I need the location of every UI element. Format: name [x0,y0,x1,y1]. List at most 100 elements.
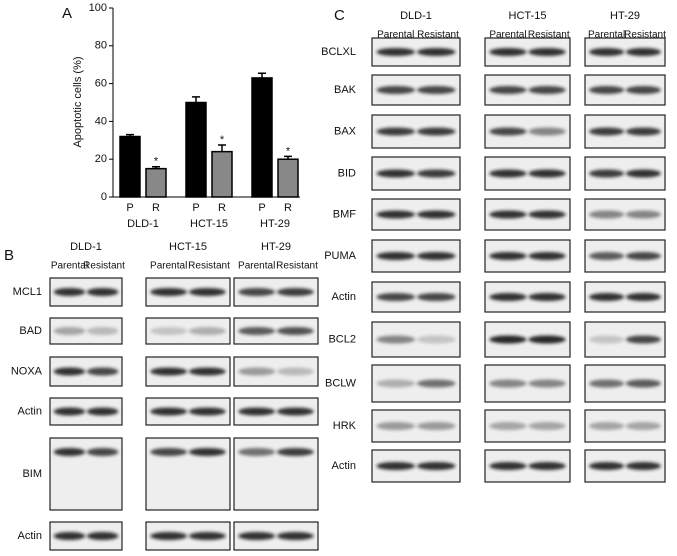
band [416,462,456,470]
error-bar [218,144,226,152]
condition-label: Resistant [276,261,318,272]
band [150,367,188,376]
band [376,252,416,260]
x-group-label: HT-29 [260,218,290,230]
band [589,252,625,260]
bar-label: P [192,202,199,214]
band [625,252,662,260]
cell-line-label: DLD-1 [400,10,432,22]
band [238,448,276,456]
significance-mark: * [220,134,225,146]
error-bar [152,166,160,169]
y-tick-label: 80 [95,40,107,52]
condition-label: Resistant [528,30,570,41]
band [188,407,226,416]
band [589,379,625,388]
band [86,407,119,416]
significance-mark: * [286,145,291,157]
band [589,86,625,94]
band [528,48,566,56]
band [276,288,314,296]
band [238,407,276,416]
band [528,210,566,219]
band [589,210,625,219]
panel-label: A [62,5,72,22]
row-label: BAK [334,84,357,96]
error-bar [126,133,134,137]
band [416,252,456,260]
condition-label: Parental [51,261,88,272]
bar-label: P [126,202,133,214]
band [376,127,416,136]
band [589,335,625,344]
band [625,379,662,388]
band [416,48,456,56]
blot [484,409,571,443]
band [625,86,662,94]
band [589,169,625,178]
band [53,288,86,296]
band [276,448,314,456]
bar [251,77,273,198]
band [86,288,119,296]
band [416,293,456,301]
band [489,210,527,219]
band [376,422,416,430]
band [589,293,625,301]
bar [145,167,167,198]
band [625,293,662,301]
band [528,252,566,260]
row-label: BCL2 [328,333,356,345]
band [238,532,276,540]
band [625,48,662,56]
band [150,288,188,296]
band [528,379,566,388]
row-label: PUMA [324,250,356,262]
band [376,379,416,388]
bar [119,135,141,198]
row-label: MCL1 [13,286,42,298]
bar-label: R [218,202,226,214]
error-bar [192,96,200,103]
row-label: Actin [332,291,356,303]
band [489,252,527,260]
band [489,86,527,94]
band [589,48,625,56]
band [528,422,566,430]
row-label: BID [338,167,356,179]
condition-label: Resistant [188,261,230,272]
error-bar [284,155,292,160]
panel-label: B [4,247,14,264]
significance-mark: * [154,156,159,168]
band [238,327,276,335]
band [489,127,527,136]
condition-label: Resistant [417,30,459,41]
bar-label: R [152,202,160,214]
band [528,293,566,301]
band [625,335,662,344]
band [150,448,188,456]
band [150,407,188,416]
band [416,127,456,136]
band [150,532,188,540]
band [238,288,276,296]
band [376,48,416,56]
condition-label: Resistant [624,30,666,41]
row-label: BAX [334,125,357,137]
band [625,127,662,136]
band [528,335,566,344]
band [528,169,566,178]
row-label: BIM [22,468,42,480]
y-tick-label: 60 [95,78,107,90]
band [528,462,566,470]
band [86,327,119,335]
band [86,532,119,540]
row-label: BMF [333,208,357,220]
band [276,407,314,416]
band [276,367,314,376]
band [53,407,86,416]
band [53,367,86,376]
band [376,169,416,178]
bar [277,158,299,198]
band [86,367,119,376]
